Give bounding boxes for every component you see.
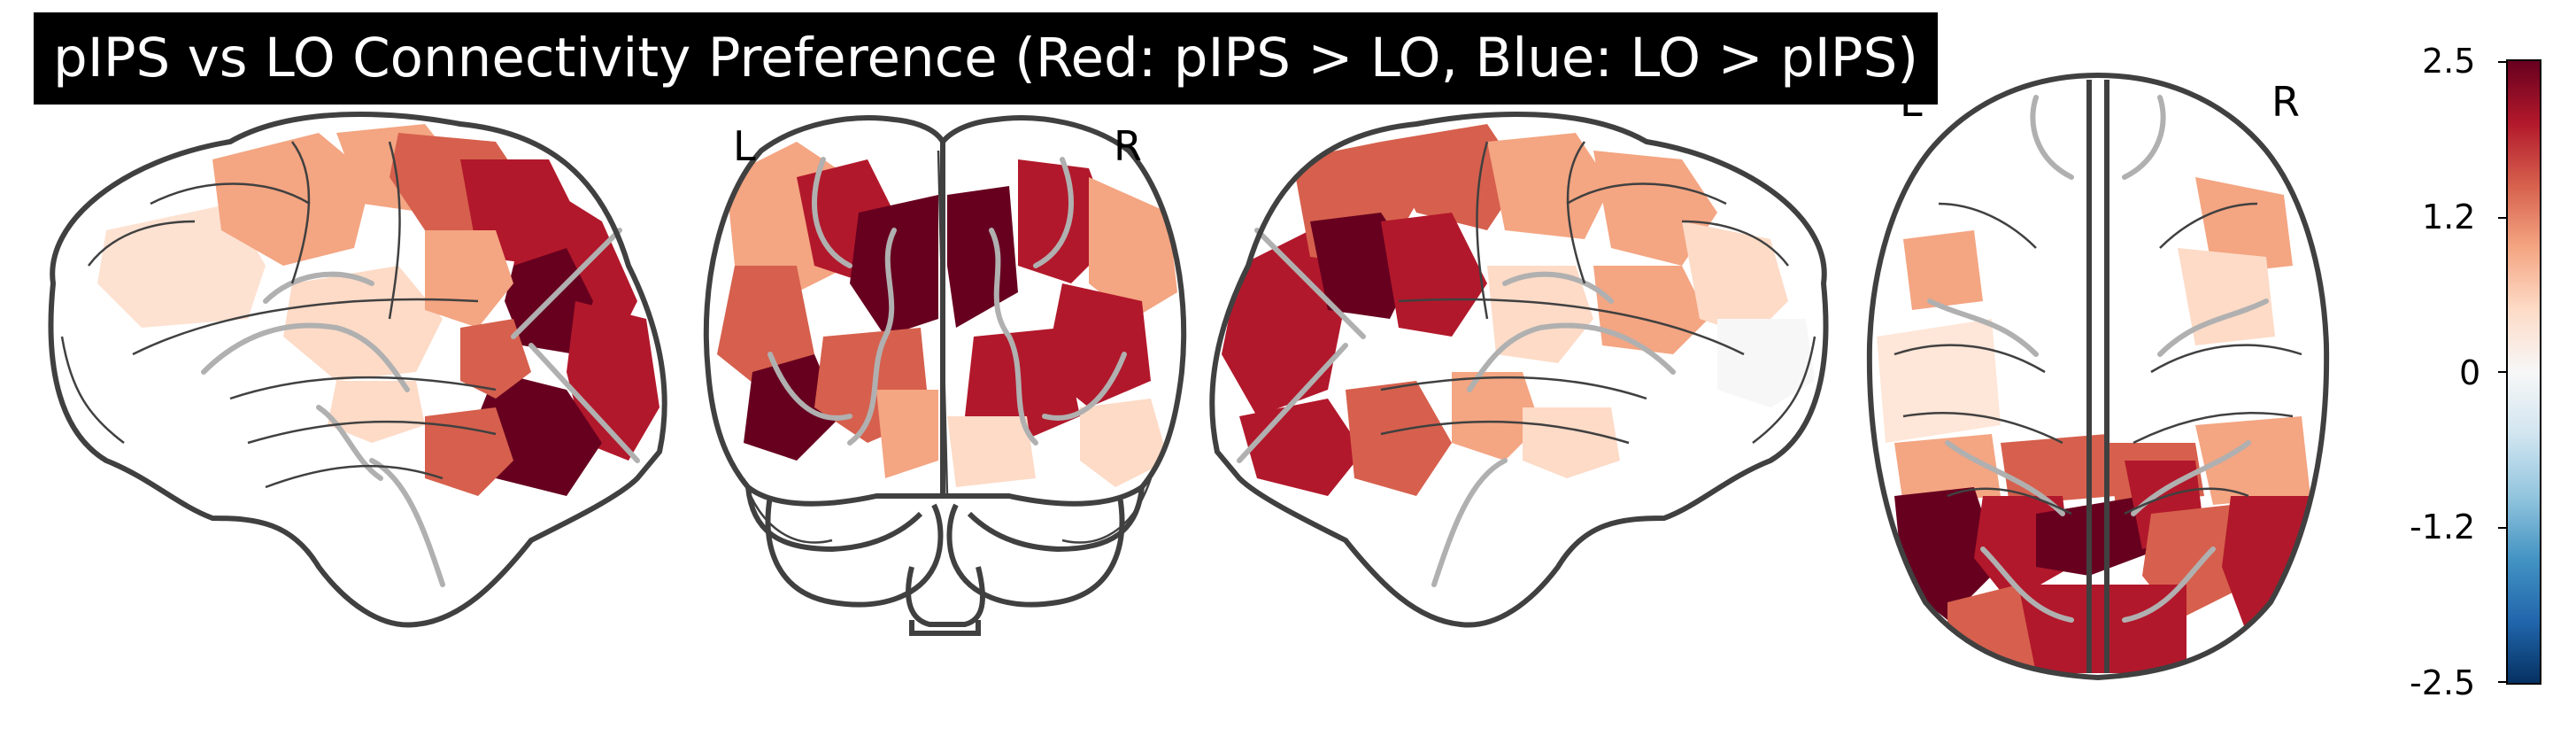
- colorbar-tick-label: -2.5: [2410, 663, 2476, 702]
- colorbar: [2498, 59, 2541, 685]
- coronal-right-label: R: [1114, 122, 1142, 170]
- axial-right-label: R: [2271, 78, 2300, 126]
- figure-title: pIPS vs LO Connectivity Preference (Red:…: [34, 12, 1939, 105]
- axial-activation: [1877, 177, 2310, 673]
- axial-left-label: L: [1900, 78, 1923, 126]
- sagittal-left-activation: [97, 124, 659, 496]
- sagittal-right-activation: [1222, 124, 1815, 496]
- axial-view: [1866, 72, 2330, 681]
- colorbar-tick-label: 0: [2459, 353, 2481, 392]
- coronal-left-label: L: [733, 122, 756, 170]
- coronal-activation: [717, 142, 1177, 487]
- coronal-view: [703, 115, 1187, 636]
- colorbar-tick-label: 1.2: [2422, 198, 2476, 236]
- sagittal-right-view: [1209, 112, 1829, 628]
- colorbar-tick-label: 2.5: [2422, 42, 2476, 81]
- colorbar-tick-label: -1.2: [2410, 508, 2476, 546]
- sagittal-left-view: [48, 112, 667, 628]
- colorbar-gradient: [2506, 59, 2541, 685]
